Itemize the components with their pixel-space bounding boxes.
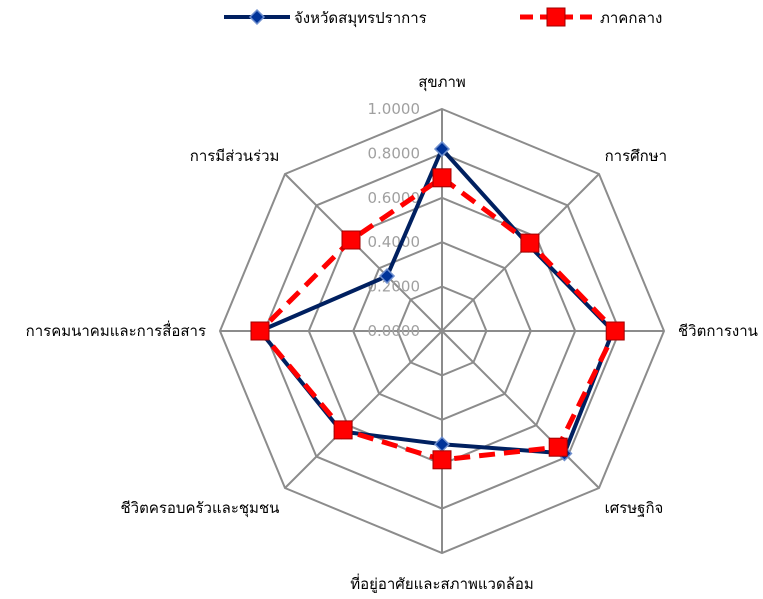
- tick-label: 0.4000: [368, 233, 421, 251]
- legend-diamond-marker: [248, 8, 266, 26]
- data-point: [378, 267, 396, 285]
- grid-spoke: [441, 330, 600, 489]
- series-layer: [250, 140, 625, 470]
- data-point: [433, 140, 451, 158]
- axis-labels: สุขภาพการศึกษาชีวิตการงานเศรษฐกิจที่อยู่…: [26, 73, 758, 593]
- legend-item-series-1: จังหวัดสมุทรปราการ: [224, 8, 427, 28]
- data-point: [548, 437, 568, 457]
- axis-label: ชีวิตการงาน: [678, 322, 758, 340]
- axis-label: การมีส่วนร่วม: [190, 147, 280, 165]
- data-point: [433, 436, 451, 453]
- tick-label: 1.0000: [368, 100, 421, 118]
- axis-label: ที่อยู่อาศัยและสภาพแวดล้อม: [350, 573, 534, 593]
- tick-label: 0.0000: [368, 322, 421, 340]
- legend-label-series-1: จังหวัดสมุทรปราการ: [294, 9, 427, 28]
- legend-item-series-2: ภาคกลาง: [520, 7, 662, 27]
- axis-label: เศรษฐกิจ: [605, 499, 664, 517]
- legend-square-marker: [546, 7, 566, 27]
- data-point: [341, 230, 361, 250]
- axis-label: การคมนาคมและการสื่อสาร: [26, 320, 206, 340]
- data-point: [250, 321, 270, 341]
- data-point: [432, 168, 452, 188]
- axis-label: สุขภาพ: [418, 73, 466, 92]
- tick-label: 0.8000: [368, 144, 421, 162]
- legend: จังหวัดสมุทรปราการ ภาคกลาง: [224, 7, 662, 28]
- axis-label: การศึกษา: [605, 147, 667, 165]
- grid-spoke: [284, 173, 443, 332]
- data-point: [432, 450, 452, 470]
- tick-label: 0.2000: [368, 278, 421, 296]
- legend-label-series-2: ภาคกลาง: [600, 9, 662, 27]
- data-point: [520, 233, 540, 253]
- data-point: [605, 321, 625, 341]
- axis-label: ชีวิตครอบครัวและชุมชน: [120, 499, 279, 518]
- series-1: [251, 140, 622, 462]
- series-2: [250, 168, 625, 470]
- series-line: [258, 147, 615, 456]
- data-point: [333, 420, 353, 440]
- grid-spoke: [284, 330, 443, 489]
